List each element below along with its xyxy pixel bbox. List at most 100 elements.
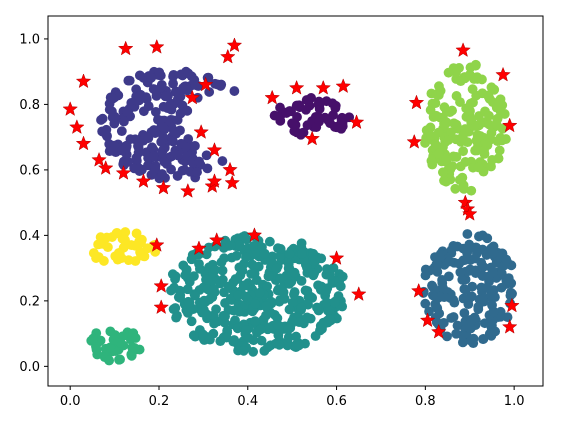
data-point — [420, 298, 431, 309]
data-point — [204, 294, 215, 305]
star-marker — [457, 194, 474, 210]
star-marker — [224, 174, 241, 190]
data-point — [168, 136, 179, 147]
data-point — [169, 127, 179, 137]
data-point — [111, 228, 122, 239]
data-point — [450, 183, 461, 194]
data-point — [259, 248, 270, 259]
data-point — [263, 271, 274, 282]
data-point — [439, 120, 450, 130]
data-point — [464, 69, 475, 80]
data-point — [217, 265, 228, 276]
data-point — [459, 308, 470, 318]
data-point — [465, 323, 476, 334]
data-point — [120, 235, 130, 245]
data-point — [215, 336, 226, 346]
star-marker — [75, 135, 92, 151]
data-point — [166, 104, 177, 115]
data-point — [88, 333, 99, 344]
data-point — [434, 148, 444, 159]
data-point — [275, 115, 286, 126]
data-point — [465, 264, 476, 275]
data-point — [344, 112, 355, 123]
data-point — [241, 325, 251, 335]
data-point — [125, 134, 136, 145]
data-point — [124, 75, 135, 86]
data-point — [194, 156, 205, 167]
data-point — [454, 174, 465, 185]
data-point — [323, 115, 334, 126]
data-point — [428, 290, 438, 301]
data-point — [273, 243, 283, 254]
star-marker — [348, 114, 365, 130]
y-tick-label: 0.8 — [19, 98, 40, 113]
data-point — [455, 267, 466, 278]
data-point — [271, 263, 282, 274]
star-marker — [226, 37, 243, 53]
data-point — [424, 306, 434, 317]
data-point — [445, 164, 456, 175]
data-point — [275, 273, 285, 284]
data-point — [267, 251, 278, 262]
data-point — [205, 334, 215, 345]
data-point — [284, 248, 295, 259]
data-point — [141, 94, 152, 104]
data-point — [143, 133, 154, 144]
data-point — [225, 240, 236, 251]
data-point — [275, 251, 285, 262]
data-point — [117, 145, 127, 156]
data-point — [105, 342, 116, 353]
data-point — [171, 312, 182, 323]
data-point — [134, 91, 144, 102]
star-marker — [504, 297, 520, 313]
y-tick-label: 1.0 — [19, 32, 40, 47]
data-point — [108, 93, 118, 104]
data-point — [211, 304, 221, 315]
data-point — [444, 256, 455, 267]
cluster-0 — [96, 66, 240, 184]
data-point — [483, 90, 494, 101]
data-point — [490, 326, 501, 337]
data-point — [492, 136, 503, 147]
data-point — [451, 67, 461, 78]
data-point — [91, 344, 102, 355]
data-point — [262, 342, 273, 353]
data-point — [172, 150, 183, 161]
data-point — [329, 297, 340, 308]
data-point — [455, 97, 465, 107]
data-point — [256, 335, 267, 346]
star-marker — [328, 250, 345, 265]
data-point — [426, 155, 437, 166]
data-point — [457, 274, 468, 285]
data-point — [261, 301, 271, 311]
data-point — [148, 151, 159, 162]
data-point — [438, 167, 448, 178]
data-point — [324, 313, 335, 324]
data-point — [184, 276, 195, 287]
data-point — [441, 154, 452, 165]
data-point — [183, 134, 194, 144]
data-point — [289, 289, 299, 300]
star-marker — [501, 318, 518, 334]
data-point — [296, 248, 307, 259]
data-point — [209, 318, 219, 329]
data-point — [182, 105, 193, 116]
data-point — [283, 332, 294, 343]
data-point — [337, 271, 348, 282]
data-point — [190, 290, 200, 301]
cluster-6 — [86, 326, 145, 366]
data-point — [434, 81, 444, 92]
data-point — [310, 255, 321, 266]
data-point — [458, 243, 469, 254]
data-point — [487, 300, 497, 311]
data-point — [468, 97, 478, 108]
data-point — [322, 297, 332, 308]
data-point — [234, 240, 245, 251]
data-point — [296, 238, 307, 249]
data-point — [472, 74, 483, 84]
data-point — [300, 285, 311, 296]
data-point — [420, 270, 431, 281]
data-point — [103, 242, 113, 253]
star-marker — [315, 79, 332, 95]
data-point — [303, 95, 313, 106]
